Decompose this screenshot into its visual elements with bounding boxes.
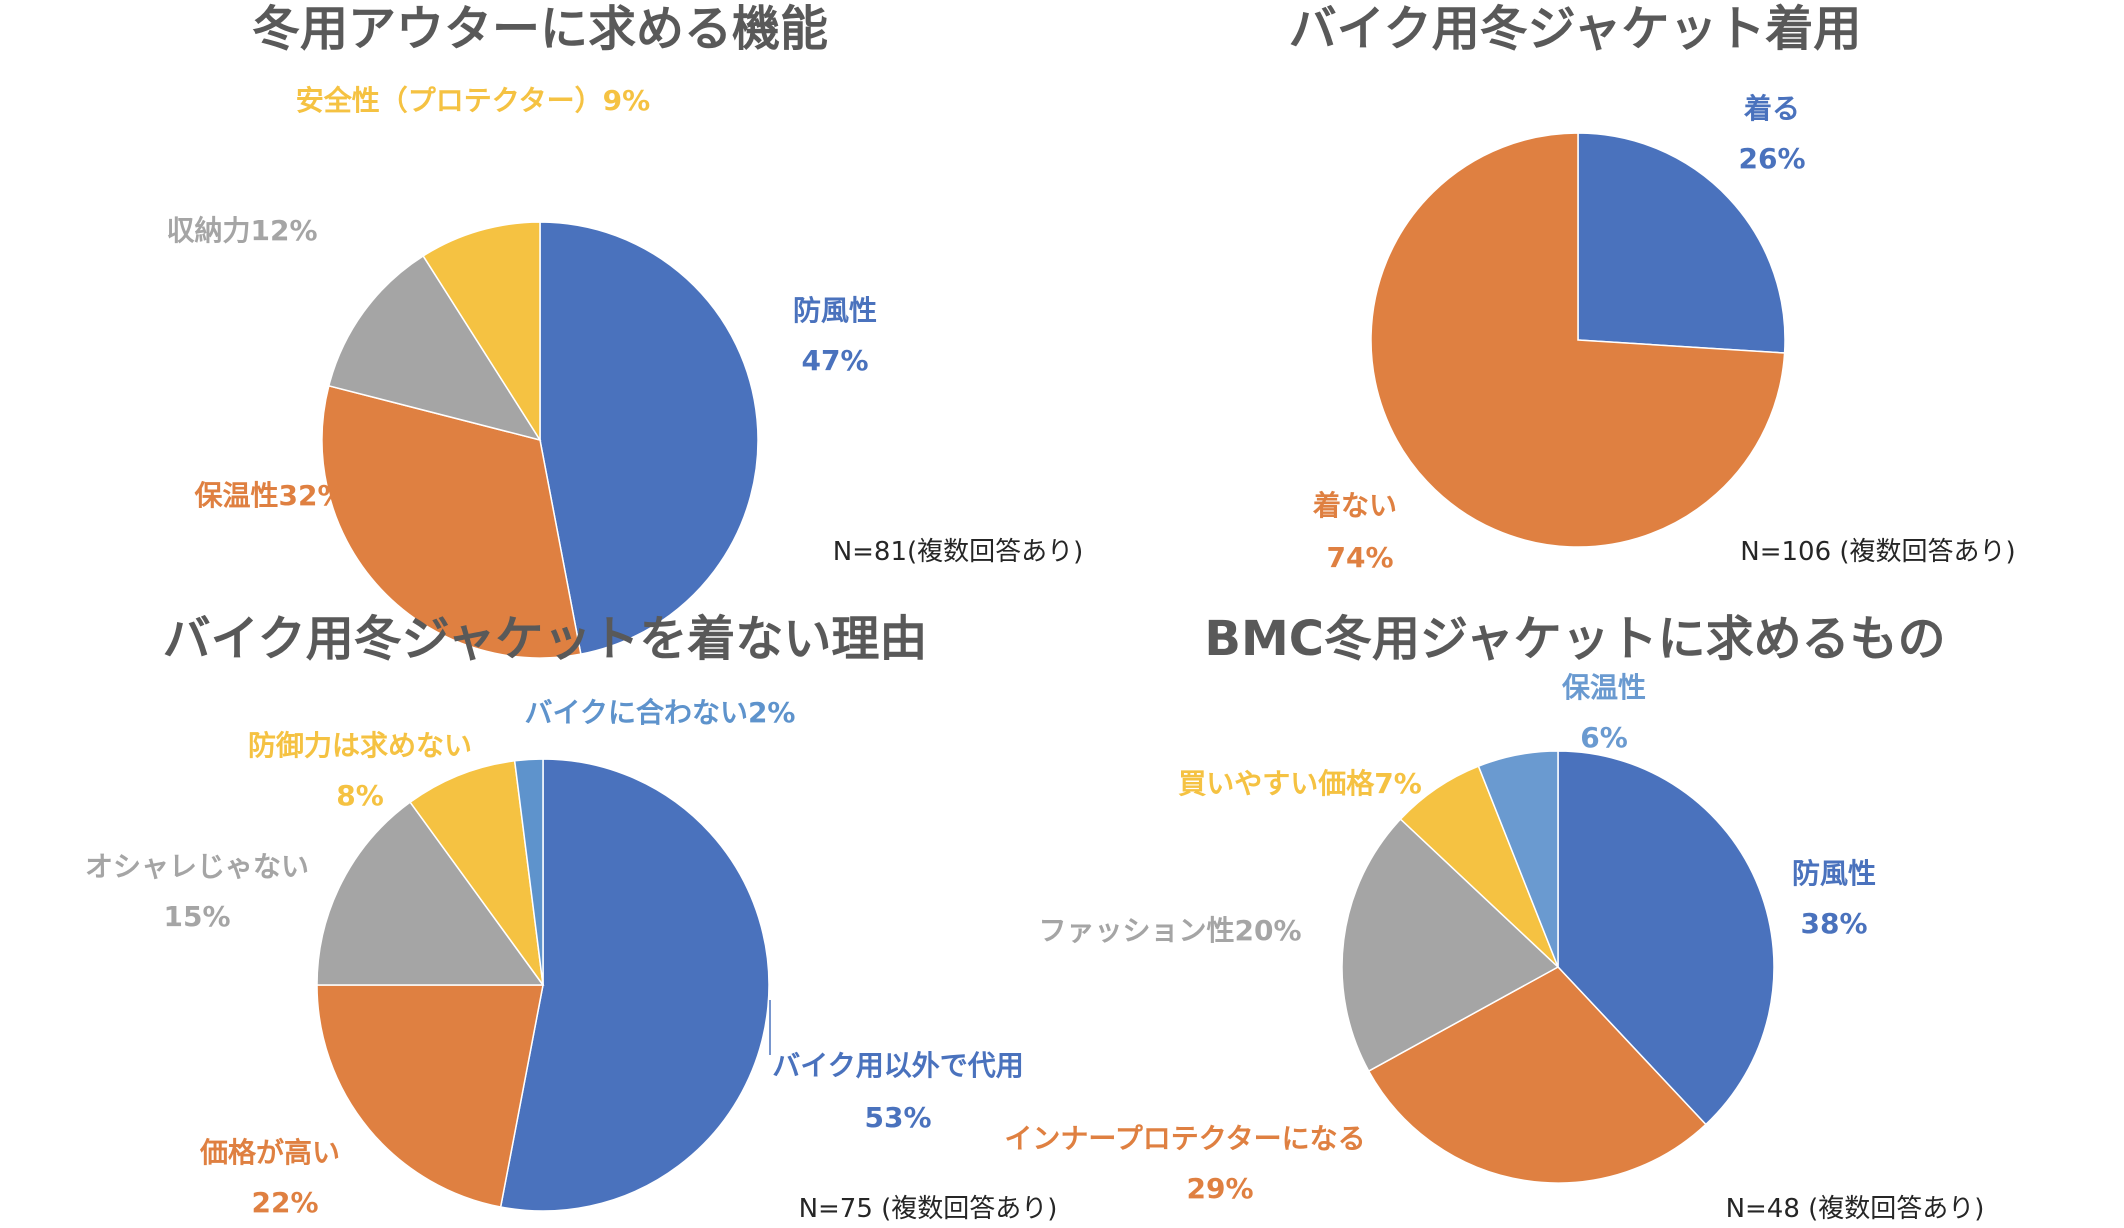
pie-slice: [513, 758, 544, 986]
slice-label: 保温性32%: [194, 479, 345, 512]
pie-slice: [499, 758, 770, 1212]
slice-percent: 15%: [163, 900, 230, 933]
slice-percent: 29%: [1186, 1172, 1253, 1205]
slice-label: 収納力12%: [166, 214, 317, 247]
pie-slice: [316, 801, 545, 986]
slice-label: 着る: [1743, 92, 1800, 125]
slice-percent: 47%: [801, 344, 868, 377]
slice-label: 防風性: [793, 294, 877, 327]
sample-size-note: N=48 (複数回答あり): [1726, 1194, 1985, 1224]
pie-slice: [316, 984, 544, 1208]
slice-label: ファッション性20%: [1038, 914, 1301, 947]
slice-percent: 8%: [336, 779, 384, 812]
slice-label: 防御力は求めない: [248, 729, 472, 762]
pie-chart-4: [1341, 750, 1775, 1184]
pie-chart-1: [321, 221, 759, 659]
pie-slice: [1477, 750, 1559, 968]
slice-percent: 74%: [1326, 541, 1393, 574]
pie-chart-3: [316, 758, 770, 1212]
slice-label: 価格が高い: [199, 1136, 340, 1169]
slice-percent: 26%: [1738, 142, 1805, 175]
pie-slice: [409, 759, 544, 986]
pie-slice: [1557, 750, 1775, 1126]
pie-slice: [1367, 966, 1707, 1184]
slice-label: 安全性（プロテクター）9%: [296, 84, 650, 117]
pie-slice: [321, 384, 582, 659]
pie-slice: [327, 254, 542, 442]
slice-label: 防風性: [1792, 857, 1876, 890]
chart-title: 冬用アウターに求める機能: [252, 1, 828, 57]
chart-title: バイク用冬ジャケットを着ない理由: [163, 611, 928, 667]
slice-percent: 22%: [251, 1186, 318, 1219]
slice-label: 保温性: [1562, 671, 1646, 704]
slice-label: オシャレじゃない: [85, 850, 309, 883]
pie-slice: [1341, 818, 1560, 1073]
chart-title: バイク用冬ジャケット着用: [1289, 1, 1862, 57]
slice-label: バイクに合わない2%: [525, 696, 796, 729]
pie-chart-2: [1370, 132, 1786, 548]
pie-slice: [1577, 132, 1786, 354]
slice-label: 買いやすい価格7%: [1178, 767, 1422, 800]
pie-slice: [539, 221, 759, 656]
pie-slice: [422, 221, 541, 443]
sample-size-note: N=75 (複数回答あり): [799, 1194, 1058, 1224]
sample-size-note: N=81(複数回答あり): [833, 537, 1084, 567]
slice-label: インナープロテクターになる: [1004, 1122, 1365, 1155]
slice-label: 着ない: [1312, 489, 1397, 522]
chart-title: BMC冬用ジャケットに求めるもの: [1204, 611, 1945, 667]
slice-percent: 38%: [1800, 907, 1867, 940]
slice-label: バイク用以外で代用: [772, 1049, 1023, 1082]
slice-percent: 6%: [1580, 721, 1628, 754]
slice-percent: 53%: [864, 1101, 931, 1134]
sample-size-note: N=106 (複数回答あり): [1740, 537, 2015, 567]
pie-slice: [1370, 132, 1786, 548]
